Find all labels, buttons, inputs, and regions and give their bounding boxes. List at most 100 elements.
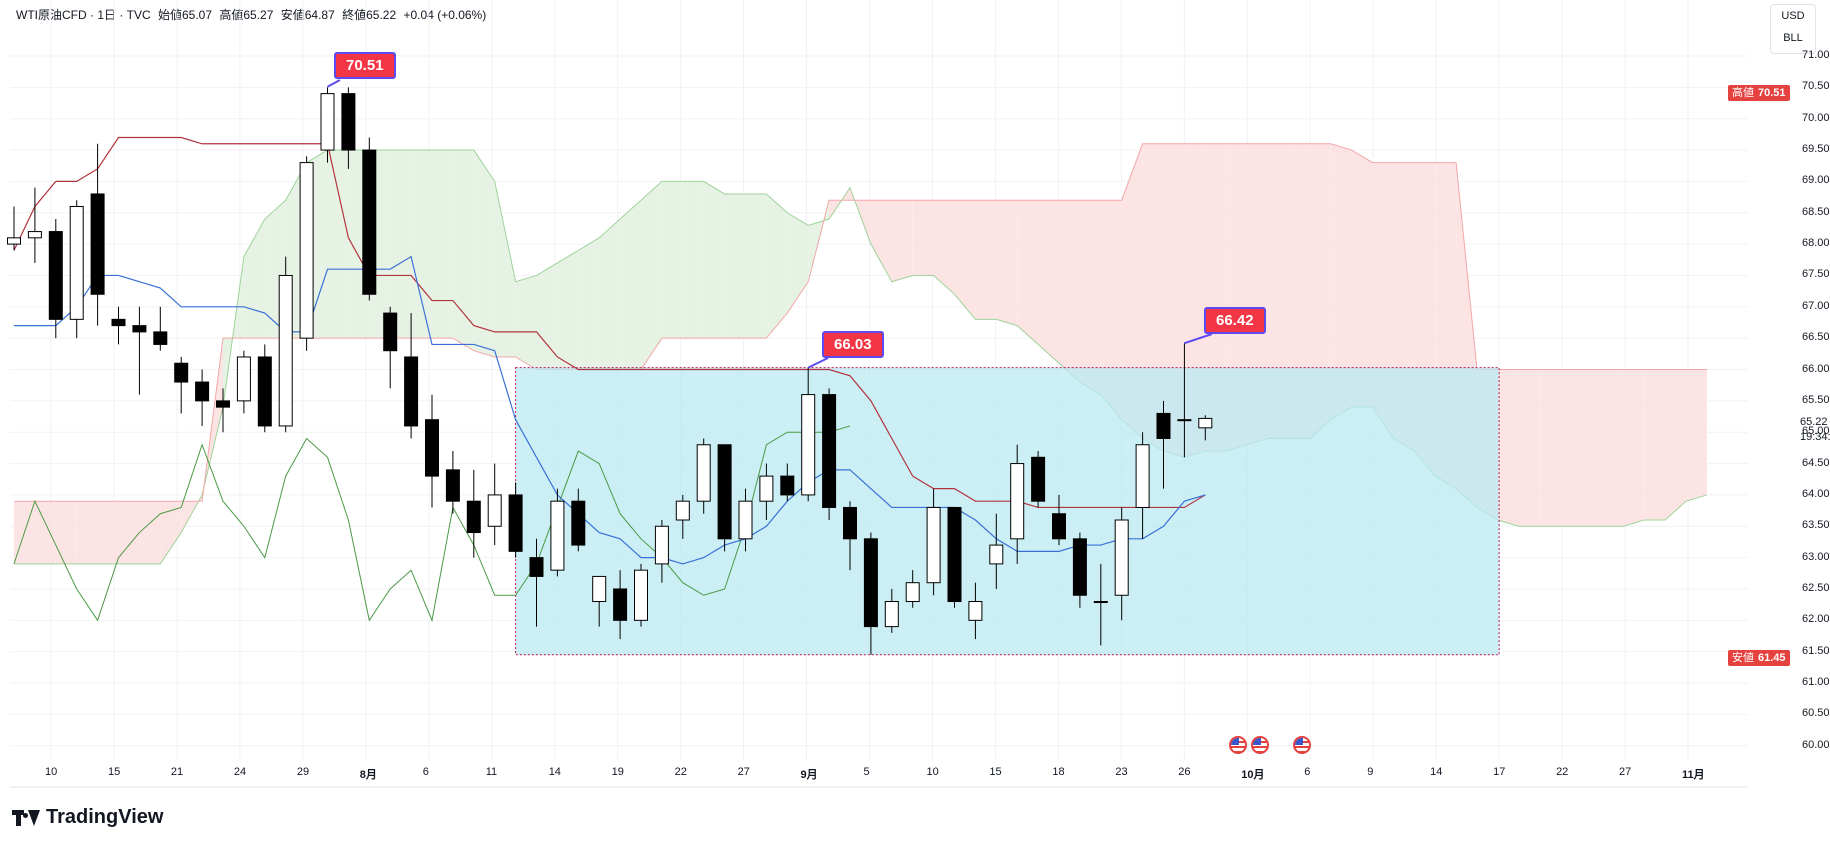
- time-tick-label: 22: [1556, 766, 1569, 778]
- candle-body: [278, 274, 293, 427]
- us-flag-icon[interactable]: [1229, 736, 1247, 754]
- ichimoku-cloud-segment: [327, 150, 349, 339]
- ichimoku-cloud-segment: [118, 501, 140, 564]
- candle-body: [27, 231, 42, 239]
- ichimoku-cloud-segment: [1288, 143, 1310, 439]
- candle-body: [257, 356, 272, 427]
- currency-usd[interactable]: USD: [1781, 10, 1805, 22]
- candle-body: [738, 500, 753, 540]
- candle-body: [613, 588, 628, 621]
- ichimoku-cloud-segment: [1518, 369, 1540, 527]
- price-tick-label: 65.00: [1802, 425, 1830, 438]
- candle-body: [195, 381, 210, 402]
- candle-body: [989, 544, 1004, 565]
- ichimoku-cloud-segment: [557, 250, 579, 370]
- candle-body: [1135, 444, 1150, 508]
- ichimoku-cloud-segment: [724, 193, 746, 339]
- candle-body: [696, 444, 711, 502]
- candle-body: [404, 356, 419, 427]
- candle-body: [153, 331, 168, 345]
- ichimoku-cloud-segment: [1623, 369, 1645, 527]
- candle-body: [947, 506, 962, 603]
- time-tick-label: 8月: [359, 769, 377, 781]
- ichimoku-cloud-segment: [891, 200, 913, 282]
- candle-body: [383, 312, 398, 352]
- candle-body: [216, 400, 230, 408]
- candle-body: [1114, 519, 1129, 596]
- candle-body: [592, 575, 607, 603]
- candle-body: [425, 419, 439, 477]
- candle-body: [508, 494, 523, 552]
- us-flag-icon[interactable]: [1251, 736, 1269, 754]
- ichimoku-cloud-segment: [1686, 369, 1707, 502]
- price-tick-label: 67.00: [1802, 299, 1830, 312]
- price-tick-label: 66.50: [1802, 331, 1830, 344]
- time-tick-label: 27: [737, 766, 750, 778]
- candle-body: [780, 475, 795, 496]
- price-tick-label: 61.00: [1802, 676, 1830, 689]
- change-value: +0.04 (+0.06%): [403, 8, 487, 22]
- tradingview-logo[interactable]: TradingView: [12, 806, 163, 829]
- price-chart[interactable]: [0, 0, 1830, 790]
- price-tick-label: 70.00: [1802, 111, 1830, 124]
- candle-body: [801, 394, 816, 496]
- ichimoku-cloud-segment: [515, 275, 537, 370]
- ichimoku-cloud-segment: [745, 193, 767, 339]
- ichimoku-cloud-segment: [1038, 200, 1059, 364]
- price-tick-label: 68.50: [1802, 205, 1830, 218]
- us-flag-icon[interactable]: [1293, 736, 1311, 754]
- candle-body: [445, 469, 460, 502]
- price-tick-label: 63.00: [1802, 550, 1830, 563]
- candle-body: [571, 500, 586, 546]
- candle-body: [90, 193, 105, 295]
- candle-body: [69, 205, 84, 320]
- ichimoku-cloud-segment: [1581, 369, 1603, 527]
- time-tick-label: 23: [1115, 766, 1128, 778]
- symbol-title[interactable]: WTI原油CFD · 1日 · TVC: [16, 8, 151, 22]
- price-tick-label: 60.50: [1802, 707, 1830, 720]
- price-axis[interactable]: 60.00 60.50 61.00 61.50 62.00 62.50 63.00 63.50…: [1748, 0, 1830, 790]
- ichimoku-cloud-segment: [97, 501, 119, 564]
- time-tick-label: 10: [926, 766, 939, 778]
- ichimoku-cloud-segment: [1665, 369, 1686, 520]
- time-tick-label: 17: [1493, 766, 1506, 778]
- time-axis[interactable]: 10 15 21 24 29 8月 6 11 14 19 22 27 9月 5 10 15 18 23 26 10月 6…: [0, 762, 1748, 790]
- price-tick-label: 69.50: [1802, 143, 1830, 156]
- candle-body: [1093, 601, 1108, 604]
- time-tick-label: 11月: [1682, 769, 1705, 781]
- candle-body: [529, 557, 544, 577]
- ichimoku-cloud-segment: [55, 501, 77, 564]
- candle-body: [1072, 538, 1087, 596]
- ichimoku-cloud-segment: [620, 200, 641, 370]
- candle-body: [550, 500, 565, 571]
- ichimoku-cloud-segment: [1602, 369, 1624, 527]
- candle-body: [634, 569, 648, 621]
- ichimoku-cloud-segment: [870, 200, 892, 282]
- callout-high-70: 70.51: [334, 52, 396, 79]
- ichimoku-cloud-segment: [1059, 200, 1080, 383]
- callout-pointer: [807, 357, 829, 369]
- candle-body: [236, 356, 251, 402]
- candle-body: [48, 231, 63, 320]
- time-tick-label: 5: [863, 766, 870, 778]
- ichimoku-cloud-segment: [473, 150, 495, 357]
- high-tag-value: 70.51: [1758, 87, 1786, 99]
- brand-name: TradingView: [46, 806, 164, 828]
- low-tag-value: 61.45: [1758, 652, 1786, 664]
- ichimoku-cloud-segment: [766, 193, 788, 339]
- price-tick-label: 67.50: [1802, 268, 1830, 281]
- price-tick-label: 71.00: [1802, 49, 1830, 61]
- currency-selector[interactable]: USD BLL: [1770, 4, 1816, 54]
- price-tick-label: 64.00: [1802, 487, 1830, 500]
- price-tick-label: 62.50: [1802, 581, 1830, 594]
- time-tick-label: 18: [1052, 766, 1065, 778]
- ichimoku-cloud-segment: [578, 237, 600, 370]
- price-tick-label: 61.50: [1802, 644, 1830, 657]
- currency-bll[interactable]: BLL: [1783, 32, 1803, 44]
- ichimoku-cloud-segment: [139, 501, 161, 564]
- ichimoku-cloud-segment: [933, 200, 955, 295]
- callout-high-66-03: 66.03: [822, 331, 884, 358]
- candle-body: [1031, 456, 1046, 502]
- ichimoku-cloud-segment: [452, 150, 474, 351]
- price-tick-label: 65.50: [1802, 393, 1830, 406]
